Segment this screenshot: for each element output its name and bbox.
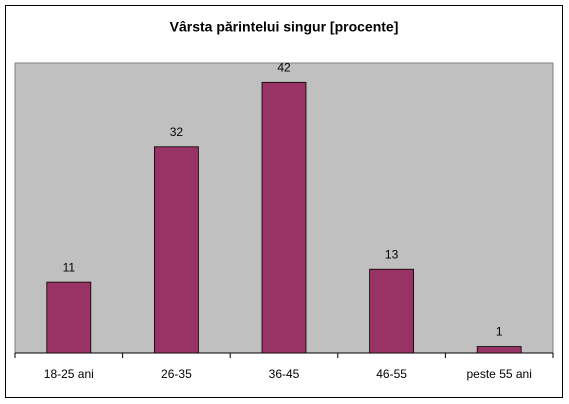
bar <box>476 346 522 354</box>
x-tick-label: 18-25 ani <box>44 367 94 381</box>
bar <box>261 81 307 354</box>
data-label: 32 <box>170 125 184 139</box>
bar <box>153 146 199 354</box>
bar <box>369 268 415 354</box>
data-label: 11 <box>63 260 76 274</box>
x-tick-label: 26-35 <box>161 367 192 381</box>
data-label: 42 <box>277 61 291 75</box>
x-tick-label: 46-55 <box>376 367 407 381</box>
x-tick-label: peste 55 ani <box>467 367 532 381</box>
bar <box>46 281 92 354</box>
chart-title: Vârsta părintelui singur [procente] <box>170 19 399 35</box>
data-label: 13 <box>385 247 399 261</box>
x-tick-label: 36-45 <box>269 367 300 381</box>
data-label: 1 <box>496 325 503 339</box>
